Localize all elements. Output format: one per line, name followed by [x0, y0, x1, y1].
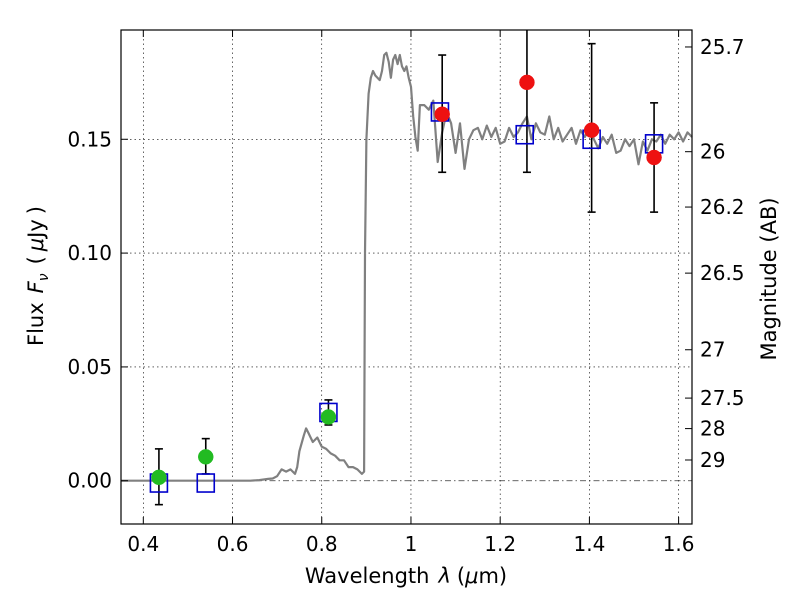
model-flux-square: [515, 124, 535, 145]
observed-flux-point: [151, 469, 167, 486]
y2-tick-label: 26.2: [700, 195, 745, 219]
right-magnitude-axis-ticks: 25.7 26 26.2 26.5 27 27.5 28 29: [685, 35, 745, 472]
x-tick-label: 1.6: [663, 532, 695, 556]
y-tick-label: 0.10: [67, 241, 112, 265]
error-bars: [154, 30, 659, 506]
x-axis-title-symbol: λ: [437, 564, 450, 588]
y-axis-title-unit-mu: μ: [24, 238, 48, 252]
x-tick-label: 0.8: [306, 532, 338, 556]
x-axis-title-unit-rest: m): [478, 564, 507, 588]
x-tick-label: 1: [405, 532, 418, 556]
x-axis-title-text: Wavelength: [305, 564, 430, 588]
y-axis-title-text: Flux: [24, 302, 48, 346]
observed-flux-point: [198, 449, 214, 465]
y-tick-label: 0.05: [67, 355, 112, 379]
spectrum-line: [121, 51, 693, 482]
y-tick-label: 0.15: [67, 127, 112, 151]
y-axis-title: Flux Fν ( μJy): [24, 206, 52, 346]
y2-tick-label: 26.5: [700, 261, 745, 285]
observed-flux-point: [519, 74, 535, 91]
model-spectrum: [121, 51, 693, 482]
y-axis-title-unit-close: ): [24, 206, 48, 214]
y-axis-title-unit-rest: Jy: [24, 219, 48, 240]
x-axis-ticks: 0.4 0.6 0.8 1 1.2 1.4 1.6: [127, 30, 695, 556]
observed-flux-point: [434, 106, 450, 122]
y2-tick-label: 28: [700, 417, 725, 441]
y-tick-label: 0.00: [67, 469, 112, 493]
x-axis-title-unit-open: (: [457, 564, 465, 588]
model-photometry-markers: [149, 102, 664, 493]
model-flux-square: [196, 473, 216, 493]
y2-tick-label: 26: [700, 140, 725, 164]
observed-flux-point: [646, 149, 662, 166]
y-axis-ticks: 0.00 0.05 0.10 0.15: [67, 127, 128, 493]
observed-flux-point: [583, 122, 600, 138]
observed-flux-markers: [151, 74, 662, 486]
y2-tick-label: 25.7: [700, 35, 745, 59]
y2-tick-label: 27.5: [700, 386, 745, 410]
x-axis-title: Wavelength λ (μm): [305, 564, 507, 588]
x-axis-title-unit-mu: μ: [464, 564, 478, 588]
x-tick-label: 1.4: [573, 532, 605, 556]
x-tick-label: 0.4: [127, 532, 159, 556]
x-tick-label: 0.6: [217, 532, 249, 556]
y-axis-title-unit-open: (: [24, 256, 48, 264]
x-tick-label: 1.2: [484, 532, 516, 556]
observed-flux-point: [320, 409, 337, 425]
y2-tick-label: 29: [700, 448, 725, 472]
plot-frame: [120, 29, 693, 525]
right-axis-title: Magnitude (AB): [757, 197, 781, 360]
y-axis-title-symbol: F: [24, 280, 48, 293]
y2-tick-label: 27: [700, 338, 725, 362]
y-axis-title-subscript: ν: [36, 273, 52, 281]
